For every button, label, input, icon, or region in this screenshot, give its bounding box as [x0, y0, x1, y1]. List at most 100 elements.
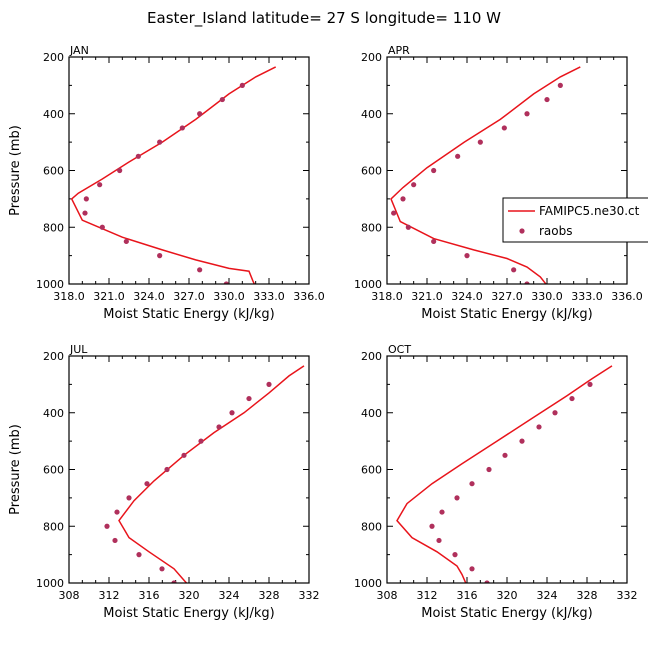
obs-point	[429, 523, 435, 529]
x-tick-label: 336.0	[611, 290, 643, 303]
obs-point	[569, 395, 575, 402]
x-tick-label: 320	[179, 589, 200, 602]
obs-point	[126, 495, 132, 501]
x-tick-label: 332	[617, 589, 638, 602]
obs-point	[400, 196, 406, 202]
obs-point	[136, 552, 142, 558]
obs-point	[181, 452, 187, 458]
obs-point	[486, 466, 492, 473]
panel-oct: OCT 308 312 316 320 324 328 332 200 400 600 800 1000…	[354, 343, 638, 621]
x-tick-label: 330.0	[531, 290, 563, 303]
x-tick-label: 312	[417, 589, 438, 602]
x-tick-label: 318.0	[53, 290, 85, 303]
y-tick-label: 600	[361, 165, 382, 178]
model-profile-line	[118, 365, 305, 583]
y-tick-label: 200	[361, 51, 382, 64]
y-tick-label: 400	[43, 108, 64, 121]
obs-point	[524, 111, 530, 117]
obs-point	[439, 509, 445, 515]
x-axis-label: Moist Static Energy (kJ/kg)	[103, 307, 274, 322]
obs-point	[179, 125, 185, 131]
obs-point	[391, 210, 397, 216]
obs-point	[454, 495, 460, 501]
plot-area	[104, 365, 305, 583]
obs-point	[519, 438, 525, 444]
y-axis-label: Pressure (mb)	[8, 125, 23, 216]
obs-point	[511, 267, 517, 273]
x-tick-label: 336.0	[293, 290, 325, 303]
x-tick-label: 327.0	[173, 290, 205, 303]
obs-point	[114, 509, 120, 515]
obs-point	[198, 438, 204, 444]
x-tick-label: 308	[377, 589, 398, 602]
x-tick-label: 328	[259, 589, 280, 602]
panel-label: APR	[388, 44, 410, 57]
x-tick-label: 333.0	[253, 290, 285, 303]
obs-point	[216, 424, 222, 430]
y-tick-label: 1000	[36, 577, 64, 590]
obs-point	[469, 566, 475, 572]
legend-obs-swatch	[519, 228, 525, 234]
panel-label: JAN	[69, 44, 89, 57]
model-profile-line	[70, 66, 277, 284]
y-tick-label: 600	[43, 165, 64, 178]
x-tick-label: 316	[139, 589, 160, 602]
obs-point	[112, 537, 118, 544]
x-axis-label: Moist Static Energy (kJ/kg)	[421, 307, 592, 322]
x-tick-label: 333.0	[571, 290, 603, 303]
obs-point	[82, 210, 88, 216]
y-tick-label: 600	[43, 464, 64, 477]
obs-point	[484, 580, 490, 583]
x-tick-label: 324	[219, 589, 240, 602]
x-tick-label: 321.0	[411, 290, 443, 303]
x-tick-label: 324.0	[451, 290, 483, 303]
obs-point	[144, 481, 150, 487]
legend-box	[502, 197, 648, 243]
panels: JAN 318.0 321.0 324.0 327.0 330.0 333.0 336.0 20…	[8, 44, 643, 621]
y-tick-label: 800	[43, 520, 64, 533]
panel-jan: JAN 318.0 321.0 324.0 327.0 330.0 333.0 336.0 20…	[8, 44, 325, 322]
legend-obs-label: raobs	[539, 224, 573, 238]
obs-point	[536, 424, 542, 430]
y-tick-label: 1000	[354, 278, 382, 291]
obs-point	[99, 224, 105, 230]
y-axis-label: Pressure (mb)	[8, 424, 23, 515]
x-tick-label: 316	[457, 589, 478, 602]
obs-point	[557, 82, 563, 88]
obs-point	[164, 466, 170, 473]
obs-point	[431, 167, 437, 174]
obs-point	[587, 381, 593, 387]
legend: FAMIPC5.ne30.ct raobs	[502, 197, 648, 243]
obs-point	[135, 153, 141, 159]
plot-area	[70, 66, 277, 284]
y-tick-label: 800	[361, 221, 382, 234]
obs-point	[431, 238, 437, 245]
x-axis-label: Moist Static Energy (kJ/kg)	[103, 606, 274, 621]
obs-point	[464, 253, 470, 259]
y-tick-label: 400	[43, 407, 64, 420]
y-tick-label: 600	[361, 464, 382, 477]
obs-point	[197, 111, 203, 117]
obs-point	[455, 153, 461, 159]
obs-point	[157, 253, 163, 259]
obs-point	[477, 139, 483, 145]
y-tick-label: 200	[43, 350, 64, 363]
obs-point	[159, 566, 165, 572]
y-tick-label: 200	[43, 51, 64, 64]
plot-area	[390, 66, 581, 284]
legend-model-label: FAMIPC5.ne30.ct	[539, 204, 640, 218]
figure-title: Easter_Island latitude= 27 S longitude= …	[147, 9, 501, 28]
x-tick-label: 308	[59, 589, 80, 602]
obs-point	[171, 580, 177, 583]
plot-frame	[386, 355, 628, 584]
obs-point	[104, 523, 110, 529]
obs-point	[502, 452, 508, 458]
plot-frame	[68, 355, 310, 584]
obs-point	[246, 395, 252, 402]
x-tick-label: 324.0	[133, 290, 165, 303]
obs-point	[83, 196, 89, 202]
y-tick-label: 200	[361, 350, 382, 363]
x-axis-label: Moist Static Energy (kJ/kg)	[421, 606, 592, 621]
obs-point	[197, 267, 203, 273]
